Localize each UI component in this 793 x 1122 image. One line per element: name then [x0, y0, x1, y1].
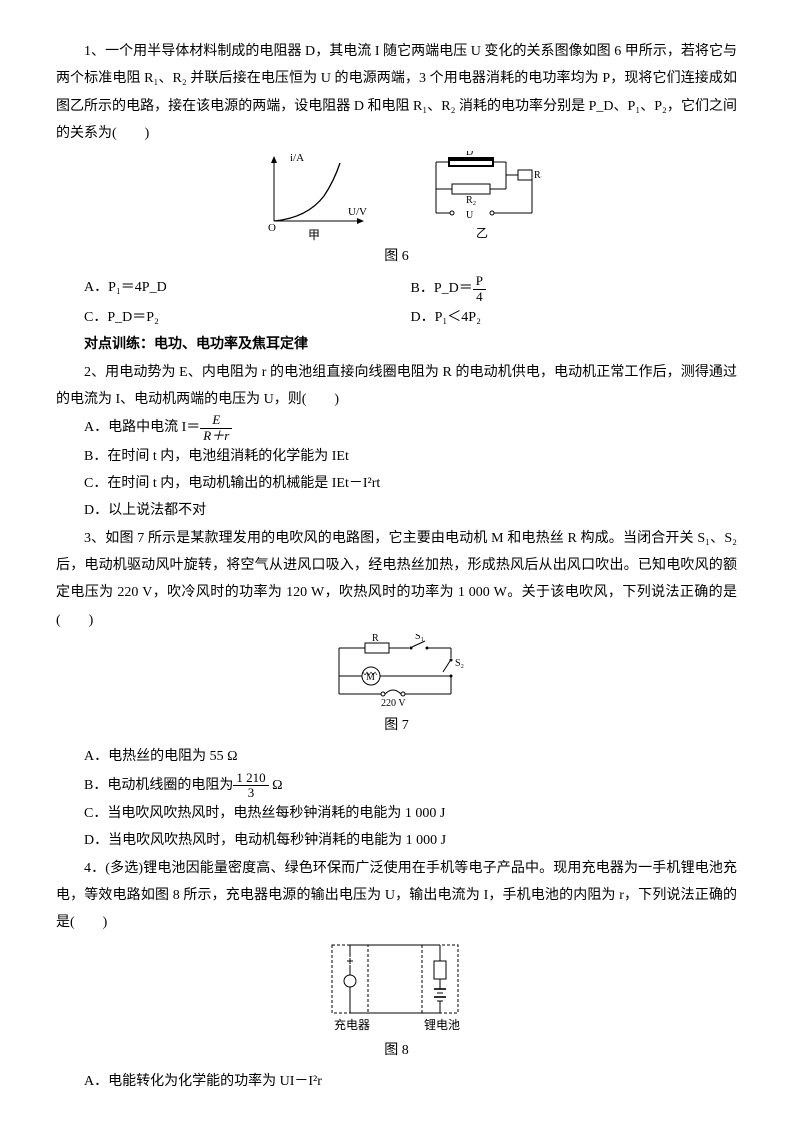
fig6-sub2: 乙: [476, 226, 488, 240]
frac-num: P: [473, 274, 486, 289]
q1-optA: A．P₁＝4P_D: [84, 274, 411, 304]
fig6-row: i/A O U/V 甲 D R₂ R₁ U 乙: [56, 151, 737, 241]
q1-optD: D．P₁＜4P₂: [411, 304, 738, 331]
q1-optB-frac: P4: [473, 274, 486, 304]
q2-text: 2、用电动势为 E、内电阻为 r 的电池组直接向线圈电阻为 R 的电动机供电，电…: [56, 359, 737, 414]
fig8-caption: 图 8: [56, 1037, 737, 1064]
q2-optA-frac: ER＋r: [200, 413, 232, 443]
frac-num: 1 210: [233, 771, 268, 786]
circuit-d: D: [466, 151, 473, 158]
fig6-caption: 图 6: [56, 243, 737, 270]
q3-optB-frac: 1 2103: [233, 771, 268, 801]
q2-optD: D．以上说法都不对: [84, 497, 737, 524]
q4-optA: A．电能转化为化学能的功率为 UI－I²r: [84, 1068, 737, 1095]
graph-ylabel: i/A: [290, 152, 304, 164]
q1-optB: B．P_D＝P4: [411, 274, 738, 304]
fig7-circuit: R S₁ S₂ M 220 V: [317, 634, 477, 712]
q3-optB-suffix: Ω: [269, 778, 283, 793]
circuit-r1: R₁: [534, 170, 542, 181]
q2-optA: A．电路中电流 I＝ER＋r: [84, 413, 737, 443]
q3-optB: B．电动机线圈的电阻为1 2103 Ω: [84, 771, 737, 801]
fig7-caption: 图 7: [56, 712, 737, 739]
q2-optB: B．在时间 t 内，电池组消耗的化学能为 IEt: [84, 443, 737, 470]
fig7-v: 220 V: [381, 698, 406, 709]
fig8-left: 充电器: [334, 1017, 370, 1032]
q2-optC: C．在时间 t 内，电动机输出的机械能是 IEt－I²rt: [84, 470, 737, 497]
fig7-wrap: R S₁ S₂ M 220 V: [56, 634, 737, 712]
q1-opts-row1: A．P₁＝4P_D B．P_D＝P4: [84, 274, 737, 304]
circuit-u: U: [466, 210, 474, 221]
graph-xlabel: U/V: [348, 206, 367, 218]
frac-den: 4: [473, 290, 486, 304]
q1-optB-prefix: B．P_D＝: [411, 282, 473, 297]
q2-optA-prefix: A．电路中电流 I＝: [84, 420, 200, 435]
fig8-circuit: 充电器 锂电池: [312, 937, 482, 1037]
frac-den: R＋r: [200, 429, 232, 443]
circuit-r2: R₂: [466, 195, 476, 206]
q4-text: 4．(多选)锂电池因能量密度高、绿色环保而广泛使用在手机等电子产品中。现用充电器…: [56, 855, 737, 937]
fig8-wrap: 充电器 锂电池: [56, 937, 737, 1037]
q3-optC: C．当电吹风吹热风时，电热丝每秒钟消耗的电能为 1 000 J: [84, 800, 737, 827]
q3-optD: D．当电吹风吹热风时，电动机每秒钟消耗的电能为 1 000 J: [84, 827, 737, 854]
fig6-graph: i/A O U/V 甲: [252, 151, 372, 241]
q3-text: 3、如图 7 所示是某款理发用的电吹风的电路图，它主要由电动机 M 和电热丝 R…: [56, 525, 737, 634]
q3-optB-prefix: B．电动机线圈的电阻为: [84, 778, 233, 793]
q3-optA: A．电热丝的电阻为 55 Ω: [84, 743, 737, 770]
frac-num: E: [200, 413, 232, 428]
fig6-sub1: 甲: [308, 228, 320, 241]
fig7-r: R: [372, 634, 379, 644]
graph-origin: O: [268, 222, 276, 234]
fig6-circuit: D R₂ R₁ U 乙: [422, 151, 542, 241]
fig7-s2: S₂: [455, 658, 464, 669]
q1-opts-row2: C．P_D＝P₂ D．P₁＜4P₂: [84, 304, 737, 331]
fig8-right: 锂电池: [424, 1017, 460, 1032]
section-title: 对点训练：电功、电功率及焦耳定律: [56, 331, 737, 358]
q1-text: 1、一个用半导体材料制成的电阻器 D，其电流 I 随它两端电压 U 变化的关系图…: [56, 38, 737, 147]
frac-den: 3: [233, 786, 268, 800]
fig7-s1: S₁: [415, 634, 424, 642]
q1-optC: C．P_D＝P₂: [84, 304, 411, 331]
